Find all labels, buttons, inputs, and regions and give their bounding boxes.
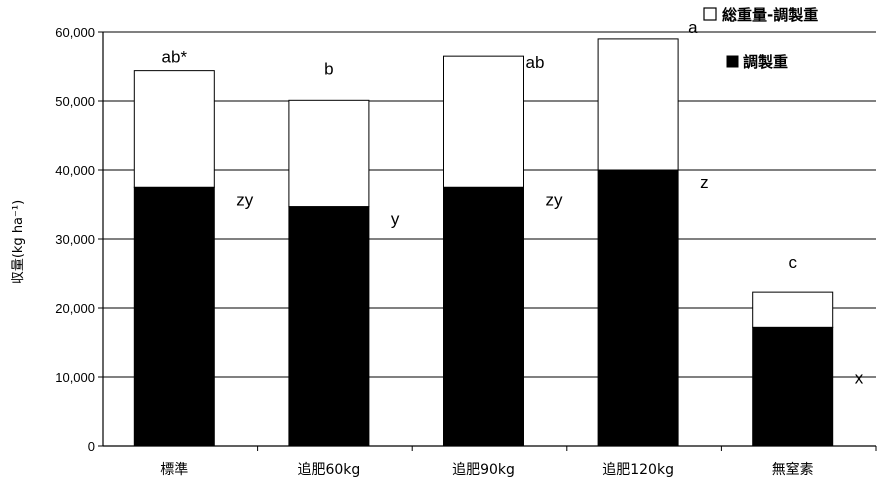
bar-segment-remainder bbox=[133, 70, 215, 188]
x-category-label: 追肥120kg bbox=[602, 462, 674, 478]
x-category-label: 標準 bbox=[160, 462, 188, 478]
significance-label-total: a bbox=[688, 18, 698, 37]
significance-label-total: ab* bbox=[162, 48, 188, 67]
axes bbox=[102, 32, 877, 451]
y-axis-label: 収量(kg ha⁻¹) bbox=[11, 200, 26, 284]
y-tick-labels: 0 10,000 20,000 30,000 40,000 50,000 60,000 bbox=[55, 25, 95, 454]
legend-label-processed: 調製重 bbox=[743, 53, 788, 71]
x-category-label: 無窒素 bbox=[772, 461, 814, 478]
x-category-label: 追肥60kg bbox=[297, 462, 360, 478]
legend-label-remainder: 総重量-調製重 bbox=[722, 6, 818, 24]
legend-swatch-remainder bbox=[703, 7, 717, 21]
bar-segment-remainder bbox=[288, 99, 370, 208]
bars bbox=[133, 38, 834, 447]
y-tick-label: 0 bbox=[88, 439, 95, 454]
y-tick-label: 10,000 bbox=[55, 370, 95, 385]
significance-label-processed: zy bbox=[236, 190, 254, 209]
significance-labels: ab* zy b y ab zy a z c x bbox=[162, 18, 864, 387]
bar-segment-remainder bbox=[597, 38, 679, 171]
bar-segment-processed bbox=[443, 186, 524, 447]
significance-label-processed: x bbox=[855, 368, 864, 387]
bar-segment-processed bbox=[752, 326, 834, 447]
bar-segment-remainder bbox=[752, 291, 834, 328]
y-tick-label: 30,000 bbox=[55, 232, 95, 247]
bar-segment-processed bbox=[288, 206, 370, 447]
y-tick-label: 50,000 bbox=[55, 94, 95, 109]
x-category-label: 追肥90kg bbox=[452, 462, 515, 478]
bar-segment-remainder bbox=[443, 55, 524, 188]
y-tick-label: 40,000 bbox=[55, 163, 95, 178]
significance-label-processed: y bbox=[391, 210, 400, 229]
y-tick-label: 20,000 bbox=[55, 301, 95, 316]
significance-label-processed: z bbox=[700, 173, 709, 192]
x-category-labels: 標準 追肥60kg 追肥90kg 追肥120kg 無窒素 bbox=[160, 461, 813, 478]
bar-segment-processed bbox=[133, 186, 215, 447]
significance-label-total: b bbox=[324, 59, 333, 78]
significance-label-total: c bbox=[788, 253, 797, 272]
significance-label-processed: zy bbox=[546, 190, 564, 209]
y-tick-label: 60,000 bbox=[55, 25, 95, 40]
bar-segment-processed bbox=[597, 169, 679, 447]
significance-label-total: ab bbox=[526, 53, 545, 72]
legend-swatch-processed bbox=[726, 55, 739, 68]
